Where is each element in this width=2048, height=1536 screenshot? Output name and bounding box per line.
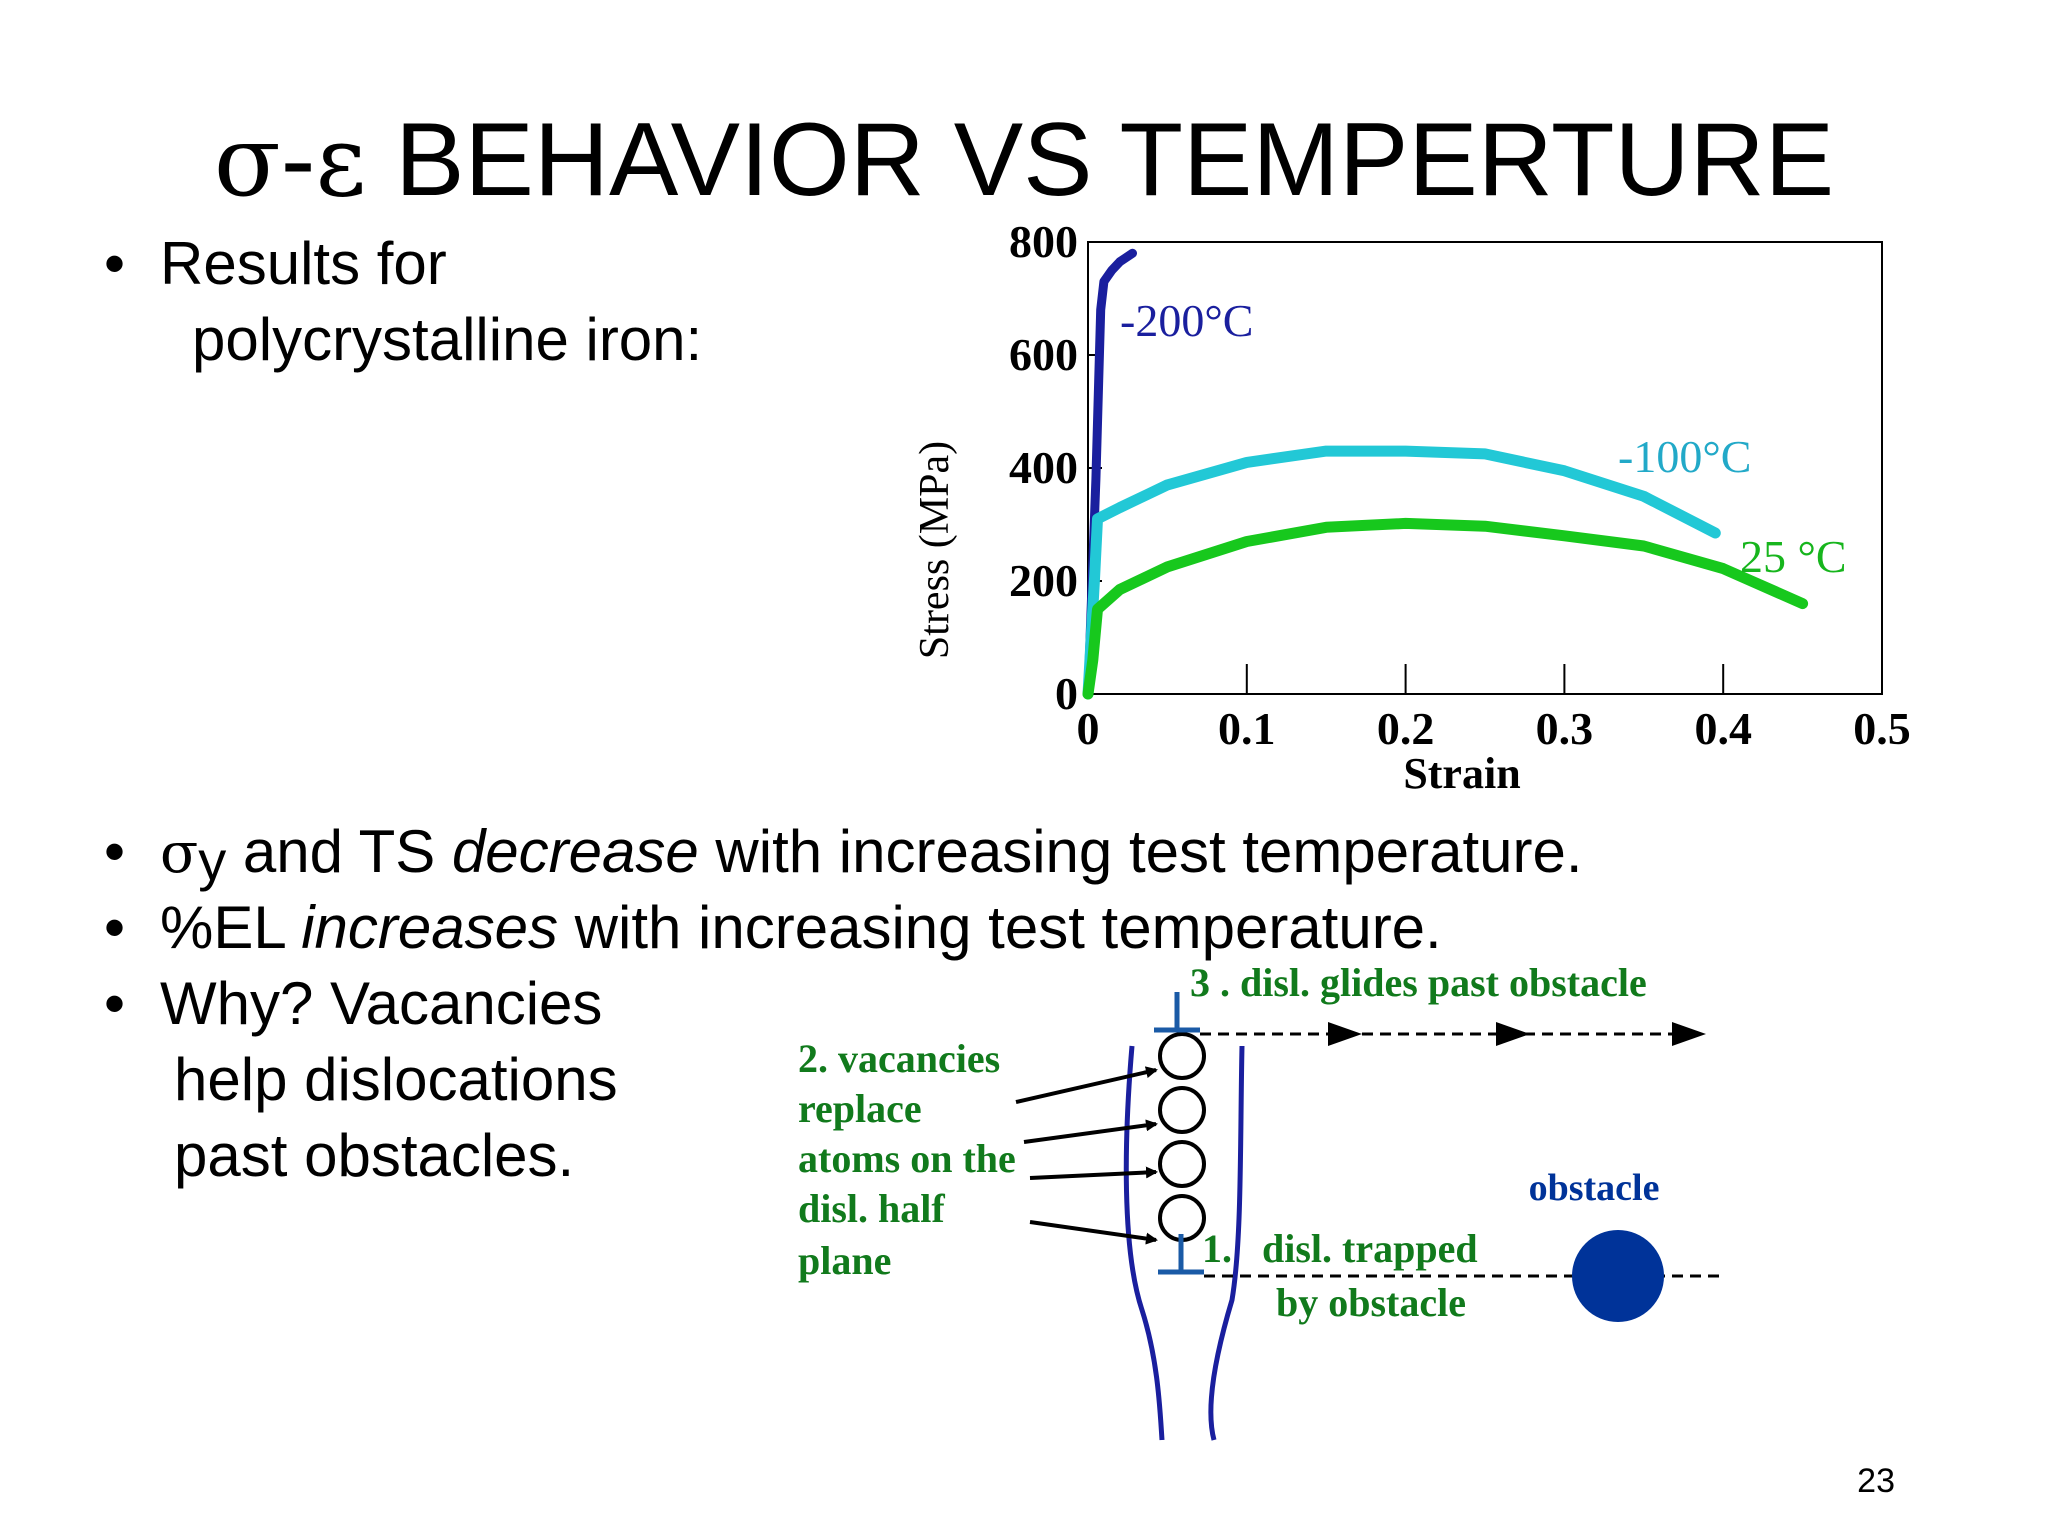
series-label-minus100: -100°C [1618,431,1751,482]
bullet-dot-1: • [104,230,126,297]
page-number: 23 [1857,1462,1895,1500]
bullet-results-line1: Results for [160,230,447,297]
pointer-arrow [1015,1066,1158,1104]
bullet-why-line3: past obstacles. [174,1122,575,1189]
vacancy-circle [1158,1140,1206,1188]
dislocation-symbol-bottom [1158,1234,1204,1275]
bullet-dot-3: • [104,894,126,961]
b3-emphasis: increases [301,894,558,961]
obstacle-particle [1572,1230,1664,1322]
y-tick-group: 0 200 400 600 800 [1009,216,1102,719]
title-text: BEHAVIOR VS TEMPERTURE [366,102,1835,218]
sigma-subscript: y [198,829,227,892]
y-tick-label: 800 [1009,216,1078,267]
bullet-dot-4: • [104,970,126,1037]
x-tick-label: 0.5 [1853,703,1911,754]
y-tick-label: 400 [1009,442,1078,493]
step2-label-line1: 2. vacancies [798,1036,1000,1081]
y-axis-label: Stress (MPa) [912,441,958,659]
x-tick-label: 0.4 [1694,703,1752,754]
b2-pre: and TS [226,818,452,885]
b3-post: with increasing test temperature. [557,894,1442,961]
title-sigma: σ [213,105,281,219]
step2-label-line5: plane [798,1238,891,1283]
y-tick-label: 200 [1009,555,1078,606]
pointer-arrow [1029,1166,1158,1180]
b2-post: with increasing test temperature. [698,818,1583,885]
bullet-el-increase: %EL increases with increasing test tempe… [160,890,1442,966]
half-plane-left-wall [1123,1045,1165,1441]
series-line-25 [1082,517,1809,700]
y-tick-label: 600 [1009,329,1078,380]
step2-label-line4: disl. half [798,1186,945,1231]
step1-label-line1: disl. trapped [1262,1226,1478,1271]
b3-pre: %EL [160,894,302,961]
title-dash: - [280,102,316,218]
series-line-minus100 [1082,445,1721,700]
b2-emphasis: decrease [451,818,699,885]
step3-label: 3 . disl. glides past obstacle [1190,960,1647,1005]
glide-arrowhead [1496,1022,1530,1046]
sigma-symbol: σ [160,821,199,886]
bullet-results-line2: polycrystalline iron: [192,306,703,373]
y-tick-label: 0 [1055,668,1078,719]
vacancy-circle [1158,1086,1206,1134]
dislocation-symbol-top [1154,992,1200,1033]
series-group [1082,248,1809,700]
x-axis-label: Strain [1403,749,1520,798]
step2-label-line3: atoms on the [798,1136,1016,1181]
pointer-arrow [1029,1220,1158,1245]
vacancy-circle [1158,1032,1206,1080]
glide-arrowhead [1328,1022,1362,1046]
slide-title: σ-ε BEHAVIOR VS TEMPERTURE [0,108,2048,212]
half-plane-right-wall [1208,1045,1245,1441]
bullet-why-line1: Why? Vacancies [160,970,603,1037]
title-epsilon: ε [315,105,367,219]
pointer-arrow [1023,1119,1158,1144]
series-line-minus200 [1083,248,1137,699]
x-tick-label: 0.3 [1536,703,1594,754]
obstacle-label: obstacle [1529,1167,1660,1209]
step1-number: 1. [1202,1226,1232,1271]
x-tick-label: 0.2 [1377,703,1435,754]
x-tick-label: 0 [1077,703,1100,754]
step1-label-line2: by obstacle [1276,1280,1466,1325]
x-tick-group: 0 0.1 0.2 0.3 0.4 0.5 [1077,664,1911,754]
vacancy-circle [1158,1194,1206,1242]
series-label-minus200: -200°C [1120,295,1253,346]
series-label-25: 25 °C [1740,531,1847,582]
x-tick-label: 0.1 [1218,703,1276,754]
glide-arrowhead [1672,1022,1706,1046]
bullet-dot-2: • [104,818,126,885]
step2-label-line2: replace [798,1086,922,1131]
bullet-why-line2: help dislocations [174,1046,618,1113]
bullet-sigma-decrease: σy and TS decrease with increasing test … [160,814,1583,892]
